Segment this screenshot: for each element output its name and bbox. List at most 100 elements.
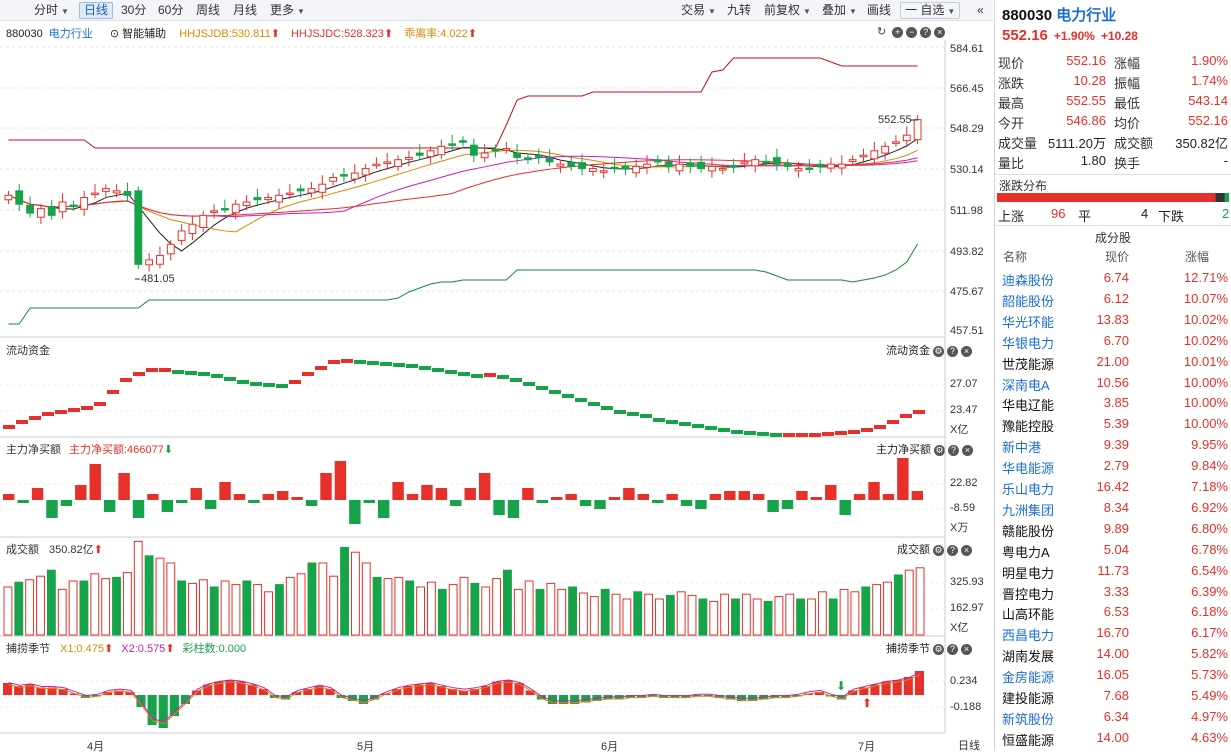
stock-row[interactable]: 建投能源 7.68 5.49%: [995, 685, 1231, 706]
stock-name[interactable]: 赣能股份: [1002, 523, 1055, 539]
dist-bar: [997, 193, 1229, 202]
stock-row[interactable]: 新筑股份 6.34 4.97%: [995, 706, 1231, 727]
settings-icon[interactable]: ⚙: [933, 346, 944, 357]
stock-row[interactable]: 华电辽能 3.85 10.00%: [995, 392, 1231, 413]
chart-toolbar: 分时 ▼ 日线 30分 60分 周线 月线 更多 ▼ 交易 ▼ 九转 前复权 ▼ 叠加 ▼…: [0, 0, 993, 21]
stock-row[interactable]: 粤电力A 5.04 6.78%: [995, 539, 1231, 560]
stock-name[interactable]: 晋控电力: [1002, 586, 1055, 602]
stock-name[interactable]: 西昌电力: [1002, 628, 1055, 644]
stock-row[interactable]: 金房能源 16.05 5.73%: [995, 664, 1231, 685]
jiuzhuan-button[interactable]: 九转: [727, 3, 752, 17]
tab-weekly[interactable]: 周线: [196, 3, 221, 17]
stock-row[interactable]: 新中港 9.39 9.95%: [995, 434, 1231, 455]
watchlist-button[interactable]: 一 自选 ▼: [900, 2, 961, 19]
candle: [101, 188, 110, 192]
stock-name[interactable]: 迪森股份: [1002, 273, 1055, 288]
settings-icon[interactable]: ⚙: [934, 445, 945, 456]
net-title-right: 主力净买额: [876, 444, 931, 456]
quote-label: 涨幅: [1114, 56, 1141, 71]
settings-icon[interactable]: ⚙: [933, 545, 944, 556]
stock-row[interactable]: 山高环能 6.53 6.18%: [995, 601, 1231, 622]
stock-row[interactable]: 豫能控股 5.39 10.00%: [995, 413, 1231, 434]
stock-row[interactable]: 晋控电力 3.33 6.39%: [995, 581, 1231, 602]
close-icon[interactable]: ×: [961, 346, 972, 357]
smart-assist-toggle[interactable]: ⊙ 智能辅助: [109, 28, 167, 40]
stock-name[interactable]: 九洲集团: [1002, 502, 1055, 518]
volume-bar: [274, 584, 284, 636]
stock-row[interactable]: 乐山电力 16.42 7.18%: [995, 476, 1231, 497]
draw-button[interactable]: 画线: [867, 3, 892, 17]
help-icon[interactable]: ?: [947, 346, 958, 357]
overlay-button[interactable]: 叠加 ▼: [818, 2, 861, 19]
tab-fenshi[interactable]: 分时 ▼: [30, 2, 73, 19]
col-name[interactable]: 名称: [1003, 250, 1028, 264]
flow-step: [588, 402, 600, 406]
close-icon[interactable]: ×: [934, 27, 946, 38]
help-icon[interactable]: ?: [920, 27, 932, 38]
stock-name[interactable]: 乐山电力: [1002, 482, 1055, 497]
ma-20-line: [8, 155, 918, 217]
refresh-icon[interactable]: ↻: [877, 26, 890, 38]
tab-monthly[interactable]: 月线: [233, 3, 258, 17]
stock-name[interactable]: 华电能源: [1002, 461, 1055, 477]
stock-row[interactable]: 华光环能 13.83 10.02%: [995, 309, 1231, 330]
stock-row[interactable]: 韶能股份 6.12 10.07%: [995, 288, 1231, 309]
volume-bar: [839, 588, 849, 636]
tab-more[interactable]: 更多 ▼: [266, 2, 309, 19]
stock-row[interactable]: 深南电A 10.56 10.00%: [995, 372, 1231, 393]
tab-daily[interactable]: 日线: [79, 2, 114, 19]
adjust-button[interactable]: 前复权 ▼: [760, 2, 815, 19]
col-price[interactable]: 现价: [1105, 250, 1130, 264]
collapse-panel-button[interactable]: «: [977, 3, 984, 17]
help-icon[interactable]: ?: [948, 445, 959, 456]
tab-60min[interactable]: 60分: [158, 3, 184, 17]
close-icon[interactable]: ×: [961, 644, 972, 655]
stock-name[interactable]: 新筑股份: [1002, 711, 1055, 727]
stock-row[interactable]: 世茂能源 21.00 10.01%: [995, 351, 1231, 372]
stock-name[interactable]: 新中港: [1002, 440, 1042, 456]
osc-bar: [247, 684, 257, 695]
trade-button[interactable]: 交易 ▼: [677, 2, 720, 19]
stock-name[interactable]: 华光环能: [1002, 314, 1055, 330]
period-label[interactable]: 日线: [958, 740, 980, 752]
stock-name[interactable]: 山高环能: [1002, 607, 1055, 623]
settings-icon[interactable]: ⚙: [933, 644, 944, 655]
stock-row[interactable]: 西昌电力 16.70 6.17%: [995, 622, 1231, 643]
bar-count: 彩柱数:0.000: [182, 643, 247, 655]
stock-row[interactable]: 九洲集团 8.34 6.92%: [995, 497, 1231, 518]
net-buy-bar: [666, 494, 678, 500]
col-pct[interactable]: 涨幅: [1185, 250, 1210, 264]
stock-row[interactable]: 恒盛能源 14.00 4.63%: [995, 727, 1231, 748]
stock-name[interactable]: 粤电力A: [1002, 544, 1050, 560]
stock-name[interactable]: 建投能源: [1002, 691, 1055, 706]
stock-name[interactable]: 华电辽能: [1002, 398, 1055, 414]
stock-name[interactable]: 豫能控股: [1002, 419, 1055, 435]
stock-name[interactable]: 湖南发展: [1002, 649, 1055, 665]
close-icon[interactable]: ×: [961, 545, 972, 556]
stock-row[interactable]: 华银电力 6.70 10.02%: [995, 330, 1231, 351]
quote-value: 1.80: [1080, 153, 1106, 168]
help-icon[interactable]: ?: [947, 545, 958, 556]
stock-name[interactable]: 金房能源: [1002, 670, 1055, 686]
stock-name[interactable]: 恒盛能源: [1002, 732, 1055, 748]
stock-row[interactable]: 明星电力 11.73 6.54%: [995, 560, 1231, 581]
tab-30min[interactable]: 30分: [121, 3, 147, 17]
stock-row[interactable]: 华电能源 2.79 9.84%: [995, 455, 1231, 476]
osc-bar: [136, 695, 146, 707]
net-buy-bar: [349, 500, 361, 524]
volume-bar: [665, 594, 675, 636]
help-icon[interactable]: ?: [947, 644, 958, 655]
stock-name[interactable]: 明星电力: [1002, 565, 1055, 581]
close-icon[interactable]: ×: [962, 445, 973, 456]
stock-name[interactable]: 世茂能源: [1002, 356, 1055, 372]
stock-name[interactable]: 华银电力: [1002, 335, 1055, 351]
stock-name[interactable]: 韶能股份: [1002, 293, 1055, 309]
zoom-out-icon[interactable]: −: [906, 27, 918, 38]
flow-step: [640, 414, 652, 418]
zoom-in-icon[interactable]: +: [892, 27, 904, 38]
stock-row[interactable]: 迪森股份 6.74 12.71%: [995, 267, 1231, 288]
stock-row[interactable]: 赣能股份 9.89 6.80%: [995, 518, 1231, 539]
stock-row[interactable]: 湖南发展 14.00 5.82%: [995, 643, 1231, 664]
flow-step: [185, 371, 197, 375]
stock-name[interactable]: 深南电A: [1002, 377, 1050, 393]
